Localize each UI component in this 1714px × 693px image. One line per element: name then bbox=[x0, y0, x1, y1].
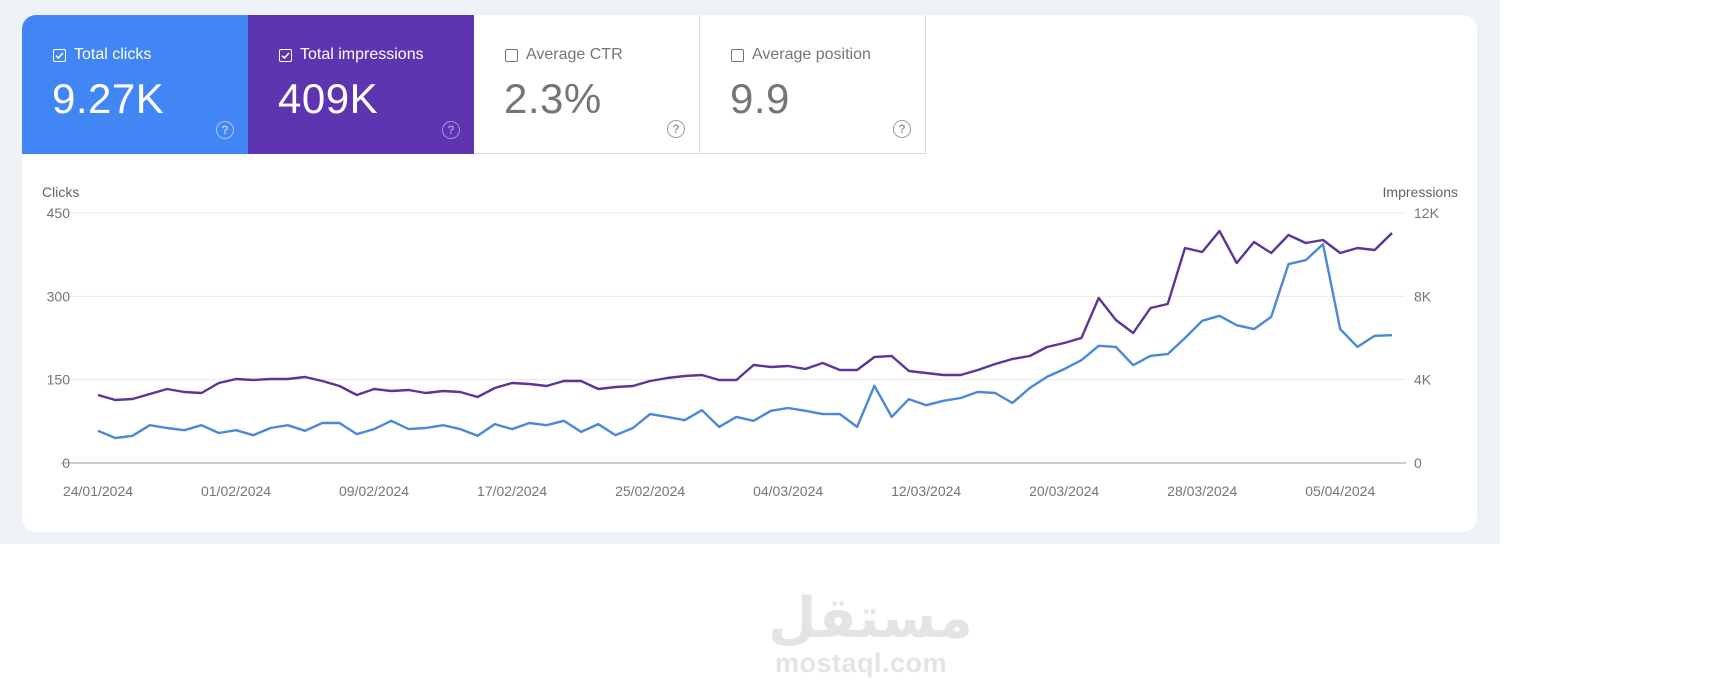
x-axis-tick: 04/03/2024 bbox=[753, 483, 823, 499]
clicks-series-line bbox=[97, 242, 1393, 440]
left-axis-label: Clicks bbox=[42, 184, 79, 200]
help-icon[interactable]: ? bbox=[216, 121, 234, 139]
right-axis-tick: 8K bbox=[1414, 288, 1432, 304]
checkbox-unchecked-icon[interactable] bbox=[731, 48, 744, 62]
left-axis-tick: 450 bbox=[47, 205, 71, 221]
metric-tile-ctr[interactable]: Average CTR 2.3% ? bbox=[474, 15, 700, 154]
left-axis-tick: 0 bbox=[62, 455, 70, 471]
impressions-series-line bbox=[97, 229, 1393, 402]
checkbox-checked-icon[interactable] bbox=[279, 48, 292, 62]
metric-value: 9.9 bbox=[730, 75, 790, 122]
metric-label: Average CTR bbox=[526, 46, 623, 63]
metric-label: Average position bbox=[752, 46, 871, 63]
metric-value: 2.3% bbox=[504, 75, 602, 122]
right-axis-tick: 12K bbox=[1414, 205, 1440, 221]
x-axis-tick: 01/02/2024 bbox=[201, 483, 271, 499]
x-axis-tick: 05/04/2024 bbox=[1305, 483, 1375, 499]
checkbox-checked-icon[interactable] bbox=[53, 48, 66, 62]
metric-value: 9.27K bbox=[52, 75, 165, 122]
help-icon[interactable]: ? bbox=[893, 120, 911, 138]
x-axis-tick: 28/03/2024 bbox=[1167, 483, 1237, 499]
checkbox-unchecked-icon[interactable] bbox=[505, 48, 518, 62]
left-axis-tick: 300 bbox=[47, 288, 71, 304]
metric-label: Total clicks bbox=[74, 46, 152, 63]
x-axis-tick: 25/02/2024 bbox=[615, 483, 685, 499]
x-axis-tick: 20/03/2024 bbox=[1029, 483, 1099, 499]
x-axis-tick: 09/02/2024 bbox=[339, 483, 409, 499]
right-axis-label: Impressions bbox=[1383, 184, 1458, 200]
watermark: مستقل mostaql.com bbox=[768, 586, 973, 679]
metric-value: 409K bbox=[278, 75, 379, 122]
help-icon[interactable]: ? bbox=[667, 120, 685, 138]
x-axis-tick: 24/01/2024 bbox=[63, 483, 133, 499]
metric-tile-position[interactable]: Average position 9.9 ? bbox=[700, 15, 926, 154]
watermark-latin: mostaql.com bbox=[774, 648, 948, 678]
performance-card: 0 0 150 4K 300 8K 450 12K Clicks Impressions 24/01… bbox=[22, 15, 1477, 532]
performance-chart: 0 0 150 4K 300 8K 450 12K Clicks Impressions 24/01… bbox=[42, 184, 1458, 499]
help-icon[interactable]: ? bbox=[442, 121, 460, 139]
metric-label: Total impressions bbox=[300, 46, 424, 63]
metric-tile-impressions[interactable]: Total impressions 409K ? bbox=[248, 15, 474, 154]
x-axis-tick: 17/02/2024 bbox=[477, 483, 547, 499]
metric-tile-clicks[interactable]: Total clicks 9.27K ? bbox=[22, 15, 248, 154]
metric-tiles: Total clicks 9.27K ? Total impressions 4… bbox=[22, 15, 926, 154]
left-axis-tick: 150 bbox=[47, 372, 71, 388]
right-axis-tick: 0 bbox=[1414, 455, 1422, 471]
right-axis-tick: 4K bbox=[1414, 372, 1432, 388]
x-axis-tick: 12/03/2024 bbox=[891, 483, 961, 499]
watermark-arabic: مستقل bbox=[768, 586, 973, 651]
